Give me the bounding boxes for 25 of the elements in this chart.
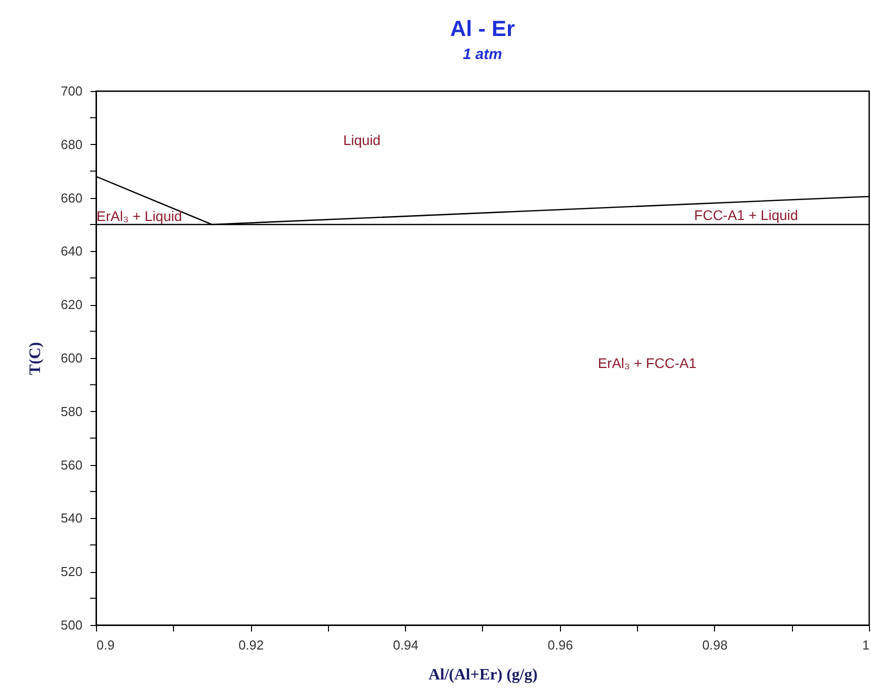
y-tick-label: 600: [60, 350, 82, 366]
y-tick-label: 540: [60, 510, 82, 526]
x-tick-label: 0.92: [238, 638, 264, 652]
y-tick-label: 620: [60, 297, 82, 312]
annotation: ErAl₃ + Liquid: [96, 208, 182, 224]
y-tick-label: 660: [60, 190, 82, 206]
y-tick-label: 700: [60, 84, 82, 98]
chart-title: Al - Er: [450, 16, 516, 41]
x-axis-title: Al/(Al+Er) (g/g): [428, 666, 538, 684]
y-tick-label: 580: [60, 404, 82, 419]
x-tick-label: 0.9: [96, 638, 115, 652]
annotation: ErAl₃ + FCC-A1: [598, 354, 697, 371]
x-tick-label: 0.94: [393, 638, 418, 652]
y-tick-label: 520: [60, 564, 82, 580]
y-tick-label: 680: [60, 136, 82, 152]
y-axis-title: T(C): [26, 342, 44, 375]
annotation: FCC-A1 + Liquid: [694, 206, 798, 223]
y-tick-label: 500: [60, 618, 82, 632]
x-tick-label: 0.98: [702, 638, 728, 652]
chart-subtitle: 1 atm: [462, 46, 502, 63]
x-tick-label: 0.96: [548, 638, 573, 652]
y-tick-label: 560: [60, 457, 82, 472]
annotation: Liquid: [343, 132, 381, 148]
x-tick-label: 1: [862, 638, 870, 652]
y-tick-label: 640: [60, 244, 82, 259]
